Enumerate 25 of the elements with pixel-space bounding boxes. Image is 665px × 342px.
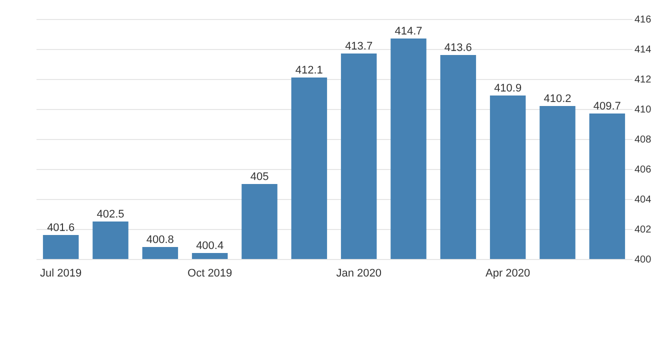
- data-label: 414.7: [394, 26, 422, 38]
- data-label: 405: [250, 171, 269, 183]
- y-tick-label: 400: [634, 254, 652, 266]
- data-label: 412.1: [295, 64, 323, 76]
- y-tick-label: 408: [634, 134, 652, 146]
- data-label: 410.2: [544, 93, 572, 105]
- data-label: 413.7: [345, 40, 373, 52]
- x-tick-label: Jan 2020: [336, 268, 382, 280]
- data-label: 401.6: [47, 222, 75, 234]
- x-tick-label: Oct 2019: [188, 268, 232, 280]
- data-label: 400.4: [196, 240, 224, 252]
- y-tick-label: 414: [634, 44, 652, 56]
- data-label: 410.9: [494, 82, 522, 94]
- y-tick-label: 416: [634, 14, 652, 26]
- data-label: 400.8: [146, 234, 174, 246]
- x-tick-label: Apr 2020: [486, 268, 530, 280]
- y-tick-label: 410: [634, 104, 652, 116]
- y-tick-label: 402: [634, 224, 652, 236]
- data-label: 402.5: [96, 208, 124, 220]
- data-label: 413.6: [444, 42, 472, 54]
- y-tick-label: 404: [634, 194, 652, 206]
- y-tick-label: 412: [634, 74, 652, 86]
- x-tick-label: Jul 2019: [40, 268, 82, 280]
- y-tick-label: 406: [634, 164, 652, 176]
- data-label: 409.7: [593, 100, 621, 112]
